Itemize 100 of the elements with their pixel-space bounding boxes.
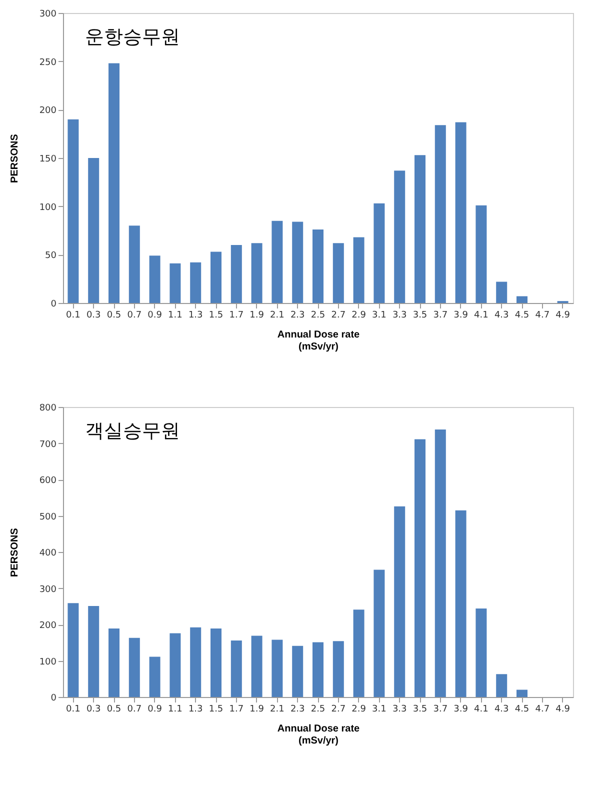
x-tick-label: 0.9 xyxy=(148,310,162,320)
bar xyxy=(128,226,140,303)
bar xyxy=(149,256,160,303)
y-tick-label: 0 xyxy=(50,694,57,704)
y-tick-label: 300 xyxy=(39,10,57,20)
y-tick-label: 250 xyxy=(39,58,57,68)
x-tick-label: 3.5 xyxy=(412,310,428,320)
x-tick-label: 0.9 xyxy=(148,704,162,714)
bar xyxy=(230,245,242,303)
bar xyxy=(292,646,304,697)
x-tick-label: 3.9 xyxy=(454,704,468,714)
x-tick-label: 0.7 xyxy=(127,704,142,714)
bar xyxy=(251,243,262,303)
bar xyxy=(394,170,406,303)
y-tick-label: 400 xyxy=(39,548,57,558)
bar xyxy=(230,640,242,697)
bar xyxy=(68,603,79,697)
y-tick-label: 300 xyxy=(39,584,57,595)
y-tick-label: 100 xyxy=(39,657,57,668)
bar xyxy=(68,119,79,303)
bar xyxy=(332,243,344,303)
y-tick-label: 600 xyxy=(39,476,57,486)
x-tick-label: 3.3 xyxy=(392,310,407,320)
bar xyxy=(88,158,100,303)
bar xyxy=(374,570,385,697)
x-tick-label: 2.9 xyxy=(352,704,366,714)
x-tick-label: 2.5 xyxy=(310,704,326,714)
x-axis-title: Annual Dose rate (mSv/yr) xyxy=(277,724,360,746)
x-tick-label: 2.3 xyxy=(290,310,305,320)
x-tick-label: 3.1 xyxy=(372,310,386,320)
x-tick-label: 1.3 xyxy=(188,704,203,714)
x-tick-label: 4.1 xyxy=(474,310,488,320)
x-axis-title: Annual Dose rate (mSv/yr) xyxy=(277,330,360,352)
bar xyxy=(414,155,426,303)
bar xyxy=(210,628,222,697)
y-axis-title: PERSONS xyxy=(9,528,20,577)
x-tick-label: 4.9 xyxy=(556,704,570,714)
text: 객실승무원 xyxy=(85,420,180,442)
bar xyxy=(108,63,120,303)
x-tick-label: 1.5 xyxy=(208,310,224,320)
text: 운항승무원 xyxy=(85,26,180,48)
x-tick-label: 1.1 xyxy=(168,704,182,714)
x-tick-label: 3.9 xyxy=(454,310,468,320)
x-tick-label: 0.5 xyxy=(106,310,122,320)
x-tick-label: 0.5 xyxy=(106,704,122,714)
x-tick-label: 1.5 xyxy=(208,704,224,714)
bar xyxy=(332,641,344,697)
x-tick-label: 3.5 xyxy=(412,704,428,714)
y-tick-label: 150 xyxy=(39,154,57,164)
bar xyxy=(516,690,528,697)
x-tick-label: 1.3 xyxy=(188,310,203,320)
x-tick-label: 4.3 xyxy=(494,310,509,320)
y-tick-label: 50 xyxy=(45,251,57,262)
bar xyxy=(496,674,508,697)
x-tick-label: 2.9 xyxy=(352,310,366,320)
y-tick-label: 800 xyxy=(39,404,57,414)
x-tick-label: 4.5 xyxy=(514,704,530,714)
x-tick-label: 2.3 xyxy=(290,704,305,714)
bar xyxy=(210,252,222,303)
x-tick-label: 4.9 xyxy=(556,310,570,320)
bar xyxy=(190,262,202,303)
bar xyxy=(455,510,466,697)
bar xyxy=(414,439,426,697)
x-tick-label: 1.7 xyxy=(229,704,244,714)
bar xyxy=(149,656,160,697)
bar xyxy=(353,610,364,697)
bar xyxy=(374,203,385,303)
bar xyxy=(516,296,528,303)
bar xyxy=(272,640,283,697)
bar xyxy=(434,429,446,697)
bar xyxy=(394,506,406,697)
bar xyxy=(455,122,466,303)
bar xyxy=(170,633,181,697)
bar xyxy=(312,642,324,697)
x-tick-label: 2.7 xyxy=(331,310,346,320)
bar xyxy=(312,230,324,303)
x-tick-label: 0.1 xyxy=(66,704,80,714)
x-tick-label: 2.5 xyxy=(310,310,326,320)
x-tick-label: 1.9 xyxy=(250,310,264,320)
x-tick-label: 0.7 xyxy=(127,310,142,320)
bar xyxy=(496,282,508,303)
x-tick-label: 2.7 xyxy=(331,704,346,714)
x-tick-label: 3.3 xyxy=(392,704,407,714)
y-tick-label: 100 xyxy=(39,202,57,213)
bar xyxy=(251,636,262,697)
bar xyxy=(272,220,283,303)
y-tick-label: 200 xyxy=(39,621,57,631)
x-tick-label: 4.7 xyxy=(535,704,550,714)
x-tick-label: 4.1 xyxy=(474,704,488,714)
x-tick-label: 0.3 xyxy=(86,704,101,714)
bar xyxy=(170,263,181,303)
x-tick-label: 0.3 xyxy=(86,310,101,320)
bar xyxy=(108,628,120,697)
x-tick-label: 1.9 xyxy=(250,704,264,714)
x-tick-label: 2.1 xyxy=(270,310,284,320)
x-tick-label: 3.1 xyxy=(372,704,386,714)
bar xyxy=(476,608,487,697)
x-tick-label: 2.1 xyxy=(270,704,284,714)
bar xyxy=(434,125,446,303)
x-tick-label: 0.1 xyxy=(66,310,80,320)
